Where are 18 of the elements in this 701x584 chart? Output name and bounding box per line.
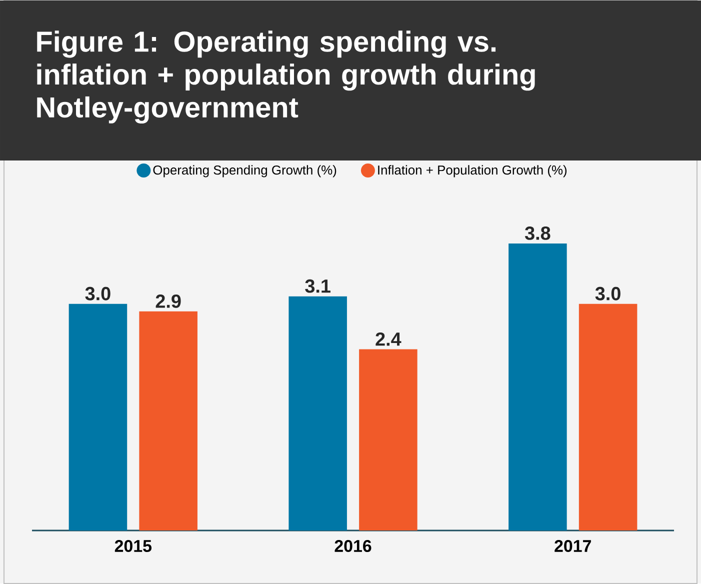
data-label: 2.4 bbox=[376, 332, 402, 346]
chart-title: Figure 1: Operating spending vs. inflation + population growth during Notley-government bbox=[37, 30, 535, 124]
data-label: 3.1 bbox=[305, 279, 330, 293]
bar bbox=[508, 243, 567, 530]
bar bbox=[139, 311, 198, 530]
legend-label: Operating Spending Growth (%) bbox=[153, 165, 336, 178]
bar bbox=[288, 296, 347, 530]
bar bbox=[359, 349, 418, 530]
data-label: 3.0 bbox=[85, 286, 110, 300]
legend-label: Inflation + Population Growth (%) bbox=[378, 165, 567, 178]
data-label: 3.8 bbox=[524, 226, 550, 240]
data-label: 2.9 bbox=[156, 294, 181, 308]
x-tick-label: 2017 bbox=[554, 540, 591, 552]
bar bbox=[578, 304, 638, 530]
x-tick-label: 2015 bbox=[114, 540, 152, 552]
x-tick-label: 2016 bbox=[334, 540, 372, 552]
data-label: 3.0 bbox=[595, 286, 620, 300]
bar bbox=[68, 304, 128, 530]
